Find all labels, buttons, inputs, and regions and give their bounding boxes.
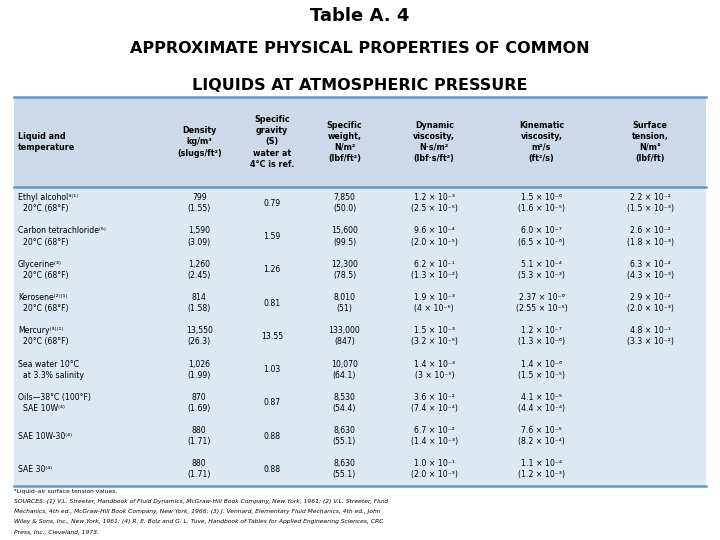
- Text: 880
(1.71): 880 (1.71): [188, 460, 211, 480]
- Text: Kerosene⁽²⁾⁽¹⁾
  20°C (68°F): Kerosene⁽²⁾⁽¹⁾ 20°C (68°F): [18, 293, 68, 313]
- Text: 1.03: 1.03: [264, 365, 281, 374]
- Text: Surface
tension,
N/m°
(lbf/ft): Surface tension, N/m° (lbf/ft): [632, 121, 669, 163]
- Text: APPROXIMATE PHYSICAL PROPERTIES OF COMMON: APPROXIMATE PHYSICAL PROPERTIES OF COMMO…: [130, 42, 590, 56]
- Text: 1,026
(1.99): 1,026 (1.99): [188, 360, 211, 380]
- Text: 8,630
(55.1): 8,630 (55.1): [333, 426, 356, 446]
- Text: 1.1 × 10⁻⁴
(1.2 × 10⁻³): 1.1 × 10⁻⁴ (1.2 × 10⁻³): [518, 460, 565, 480]
- Text: 2.37 × 10⁻⁶
(2.55 × 10⁻⁵): 2.37 × 10⁻⁶ (2.55 × 10⁻⁵): [516, 293, 567, 313]
- Text: 3.6 × 10⁻²
(7.4 × 10⁻⁴): 3.6 × 10⁻² (7.4 × 10⁻⁴): [411, 393, 458, 413]
- Text: 0.79: 0.79: [264, 199, 280, 208]
- Text: Glycerine⁽³⁾
  20°C (68°F): Glycerine⁽³⁾ 20°C (68°F): [18, 260, 68, 280]
- Text: 4.1 × 10⁻⁵
(4.4 × 10⁻⁴): 4.1 × 10⁻⁵ (4.4 × 10⁻⁴): [518, 393, 565, 413]
- Text: Liquid and
temperature: Liquid and temperature: [18, 132, 75, 152]
- Text: Density
kg/m³
(slugs/ft²): Density kg/m³ (slugs/ft²): [177, 126, 222, 158]
- Text: 1.0 × 10⁻¹
(2.0 × 10⁻³): 1.0 × 10⁻¹ (2.0 × 10⁻³): [411, 460, 458, 480]
- Text: LIQUIDS AT ATMOSPHERIC PRESSURE: LIQUIDS AT ATMOSPHERIC PRESSURE: [192, 78, 528, 93]
- Text: Press, Inc., Cleveland, 1973.: Press, Inc., Cleveland, 1973.: [14, 530, 99, 535]
- Text: 0.88: 0.88: [264, 431, 280, 441]
- Text: 13.55: 13.55: [261, 332, 283, 341]
- Text: 870
(1.69): 870 (1.69): [188, 393, 211, 413]
- Text: 1.2 × 10⁻⁷
(1.3 × 10⁻⁶): 1.2 × 10⁻⁷ (1.3 × 10⁻⁶): [518, 326, 565, 346]
- Text: Sea water 10°C
  at 3.3% salinity: Sea water 10°C at 3.3% salinity: [18, 360, 84, 380]
- FancyBboxPatch shape: [14, 97, 706, 187]
- Text: 8,630
(55.1): 8,630 (55.1): [333, 460, 356, 480]
- Text: Mercury⁽³⁾⁽¹⁾
  20°C (68°F): Mercury⁽³⁾⁽¹⁾ 20°C (68°F): [18, 326, 68, 346]
- Text: 6.0 × 10⁻⁷
(6.5 × 10⁻⁶): 6.0 × 10⁻⁷ (6.5 × 10⁻⁶): [518, 226, 565, 247]
- Text: 1.5 × 10⁻³
(3.2 × 10⁻⁵): 1.5 × 10⁻³ (3.2 × 10⁻⁵): [411, 326, 458, 346]
- Text: 9.6 × 10⁻⁴
(2.0 × 10⁻⁵): 9.6 × 10⁻⁴ (2.0 × 10⁻⁵): [411, 226, 458, 247]
- Text: 8,530
(54.4): 8,530 (54.4): [333, 393, 356, 413]
- Text: Kinematic
viscosity,
m²/s
(ft²/s): Kinematic viscosity, m²/s (ft²/s): [519, 121, 564, 163]
- Text: 10,070
(64.1): 10,070 (64.1): [331, 360, 358, 380]
- Text: 6.2 × 10⁻¹
(1.3 × 10⁻²): 6.2 × 10⁻¹ (1.3 × 10⁻²): [411, 260, 458, 280]
- Text: 1.5 × 10⁻⁶
(1.6 × 10⁻⁵): 1.5 × 10⁻⁶ (1.6 × 10⁻⁵): [518, 193, 565, 213]
- Text: Ethyl alcohol³⁽¹⁾
  20°C (68°F): Ethyl alcohol³⁽¹⁾ 20°C (68°F): [18, 193, 78, 213]
- Text: 8,010
(51): 8,010 (51): [333, 293, 356, 313]
- Text: Wiley & Sons, Inc., New York, 1961; (4) R. E. Bolz and G. L. Tuve, Handbook of T: Wiley & Sons, Inc., New York, 1961; (4) …: [14, 519, 384, 524]
- Text: 5.1 × 10⁻⁴
(5.3 × 10⁻³): 5.1 × 10⁻⁴ (5.3 × 10⁻³): [518, 260, 565, 280]
- Text: 880
(1.71): 880 (1.71): [188, 426, 211, 446]
- Text: 0.88: 0.88: [264, 465, 280, 474]
- Text: 1.9 × 10⁻³
(4 × 10⁻⁵): 1.9 × 10⁻³ (4 × 10⁻⁵): [414, 293, 455, 313]
- Text: 13,550
(26.3): 13,550 (26.3): [186, 326, 212, 346]
- Text: Specific
gravity
(S)
water at
4°C is ref.: Specific gravity (S) water at 4°C is ref…: [250, 115, 294, 168]
- Text: 6.7 × 10⁻²
(1.4 × 10⁻³): 6.7 × 10⁻² (1.4 × 10⁻³): [410, 426, 458, 446]
- Text: SOURCES: (1) V.L. Streeter, Handbook of Fluid Dynamics, McGraw-Hill Book Company: SOURCES: (1) V.L. Streeter, Handbook of …: [14, 499, 388, 504]
- Text: 814
(1.58): 814 (1.58): [188, 293, 211, 313]
- Text: 1.4 × 10⁻⁶
(1.5 × 10⁻⁵): 1.4 × 10⁻⁶ (1.5 × 10⁻⁵): [518, 360, 565, 380]
- Text: 133,000
(847): 133,000 (847): [328, 326, 360, 346]
- FancyBboxPatch shape: [14, 97, 706, 486]
- Text: 1.26: 1.26: [264, 265, 281, 274]
- Text: 12,300
(78.5): 12,300 (78.5): [331, 260, 358, 280]
- Text: ᵃLiquid–air surface tension values.: ᵃLiquid–air surface tension values.: [14, 489, 117, 494]
- Text: 799
(1.55): 799 (1.55): [188, 193, 211, 213]
- Text: 7.6 × 10⁻⁵
(8.2 × 10⁻⁴): 7.6 × 10⁻⁵ (8.2 × 10⁻⁴): [518, 426, 564, 446]
- Text: 15,600
(99.5): 15,600 (99.5): [331, 226, 358, 247]
- Text: 2.2 × 10⁻²
(1.5 × 10⁻³): 2.2 × 10⁻² (1.5 × 10⁻³): [627, 193, 674, 213]
- Text: Mechanics, 4th ed., McGraw-Hill Book Company, New York, 1966; (3) J. Vennard, El: Mechanics, 4th ed., McGraw-Hill Book Com…: [14, 509, 381, 514]
- Text: 6.3 × 10⁻²
(4.3 × 10⁻³): 6.3 × 10⁻² (4.3 × 10⁻³): [627, 260, 674, 280]
- Text: Dynamic
viscosity,
N·s/m²
(lbf·s/ft²): Dynamic viscosity, N·s/m² (lbf·s/ft²): [413, 121, 455, 163]
- Text: Specific
weight,
N/m²
(lbf/ft²): Specific weight, N/m² (lbf/ft²): [327, 121, 362, 163]
- Text: 1.2 × 10⁻³
(2.5 × 10⁻⁵): 1.2 × 10⁻³ (2.5 × 10⁻⁵): [411, 193, 458, 213]
- Text: Carbon tetrachloride⁽⁵⁾
  20°C (68°F): Carbon tetrachloride⁽⁵⁾ 20°C (68°F): [18, 226, 106, 247]
- Text: Table A. 4: Table A. 4: [310, 8, 410, 25]
- Text: 2.9 × 10⁻²
(2.0 × 10⁻³): 2.9 × 10⁻² (2.0 × 10⁻³): [627, 293, 674, 313]
- Text: 2.6 × 10⁻²
(1.8 × 10⁻³): 2.6 × 10⁻² (1.8 × 10⁻³): [627, 226, 674, 247]
- Text: Oils—38°C (100°F)
  SAE 10W⁽⁴⁾: Oils—38°C (100°F) SAE 10W⁽⁴⁾: [18, 393, 91, 413]
- Text: 0.81: 0.81: [264, 299, 281, 308]
- Text: SAE 10W-30⁽⁴⁾: SAE 10W-30⁽⁴⁾: [18, 431, 72, 441]
- Text: 7,850
(50.0): 7,850 (50.0): [333, 193, 356, 213]
- Text: 4.8 × 10⁻¹
(3.3 × 10⁻²): 4.8 × 10⁻¹ (3.3 × 10⁻²): [627, 326, 674, 346]
- Text: 1.59: 1.59: [264, 232, 281, 241]
- Text: 1.4 × 10⁻³
(3 × 10⁻⁵): 1.4 × 10⁻³ (3 × 10⁻⁵): [414, 360, 455, 380]
- Text: SAE 30⁽⁴⁾: SAE 30⁽⁴⁾: [18, 465, 52, 474]
- Text: 1,260
(2.45): 1,260 (2.45): [188, 260, 211, 280]
- Text: 0.87: 0.87: [264, 399, 280, 407]
- Text: 1,590
(3.09): 1,590 (3.09): [188, 226, 211, 247]
